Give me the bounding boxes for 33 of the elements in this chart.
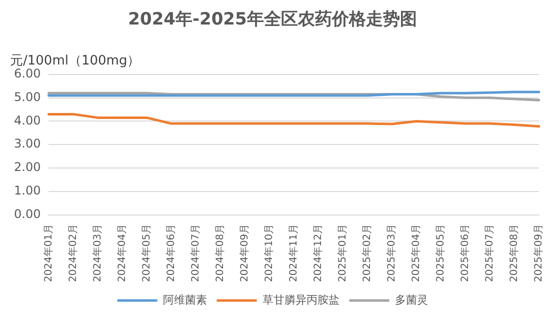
x-tick-label: 2025年03月 bbox=[386, 224, 398, 282]
x-tick-label: 2025年04月 bbox=[410, 224, 422, 282]
x-tick-label: 2025年09月 bbox=[532, 224, 545, 282]
x-tick-label: 2025年08月 bbox=[508, 224, 520, 282]
x-tick-label: 2025年01月 bbox=[336, 224, 348, 282]
legend-label: 草甘膦异丙胺盐 bbox=[262, 293, 340, 306]
x-tick-label: 2024年05月 bbox=[140, 224, 152, 282]
x-tick-label: 2024年04月 bbox=[116, 224, 128, 282]
x-tick-label: 2024年11月 bbox=[287, 224, 300, 282]
x-tick-label: 2025年02月 bbox=[360, 224, 373, 282]
y-tick-label: 4.00 bbox=[14, 113, 41, 128]
chart-title: 2024年-2025年全区农药价格走势图 bbox=[128, 10, 417, 30]
x-tick-label: 2025年07月 bbox=[484, 224, 496, 282]
y-tick-label: 2.00 bbox=[14, 160, 41, 174]
x-tick-label: 2024年06月 bbox=[164, 224, 177, 282]
x-tick-label: 2025年05月 bbox=[434, 224, 447, 282]
y-tick-label: 1.00 bbox=[14, 184, 41, 198]
x-tick-label: 2024年10月 bbox=[262, 224, 275, 282]
x-tick-label: 2024年01月 bbox=[42, 224, 54, 282]
x-tick-label: 2024年08月 bbox=[214, 224, 226, 282]
x-tick-label: 2024年03月 bbox=[91, 224, 104, 282]
y-axis-title: 元/100ml（100mg） bbox=[10, 53, 140, 68]
x-tick-label: 2024年09月 bbox=[238, 224, 250, 282]
y-tick-label: 3.00 bbox=[14, 136, 41, 151]
x-tick-label: 2024年02月 bbox=[66, 224, 79, 282]
y-tick-label: 0.00 bbox=[14, 206, 41, 221]
legend-label: 多菌灵 bbox=[394, 293, 428, 306]
y-tick-label: 6.00 bbox=[14, 66, 41, 81]
x-tick-label: 2024年07月 bbox=[189, 224, 202, 282]
legend-label: 阿维菌素 bbox=[162, 293, 207, 306]
x-tick-label: 2025年06月 bbox=[459, 224, 472, 282]
x-tick-label: 2024年12月 bbox=[312, 224, 324, 282]
y-tick-label: 5.00 bbox=[14, 90, 41, 104]
